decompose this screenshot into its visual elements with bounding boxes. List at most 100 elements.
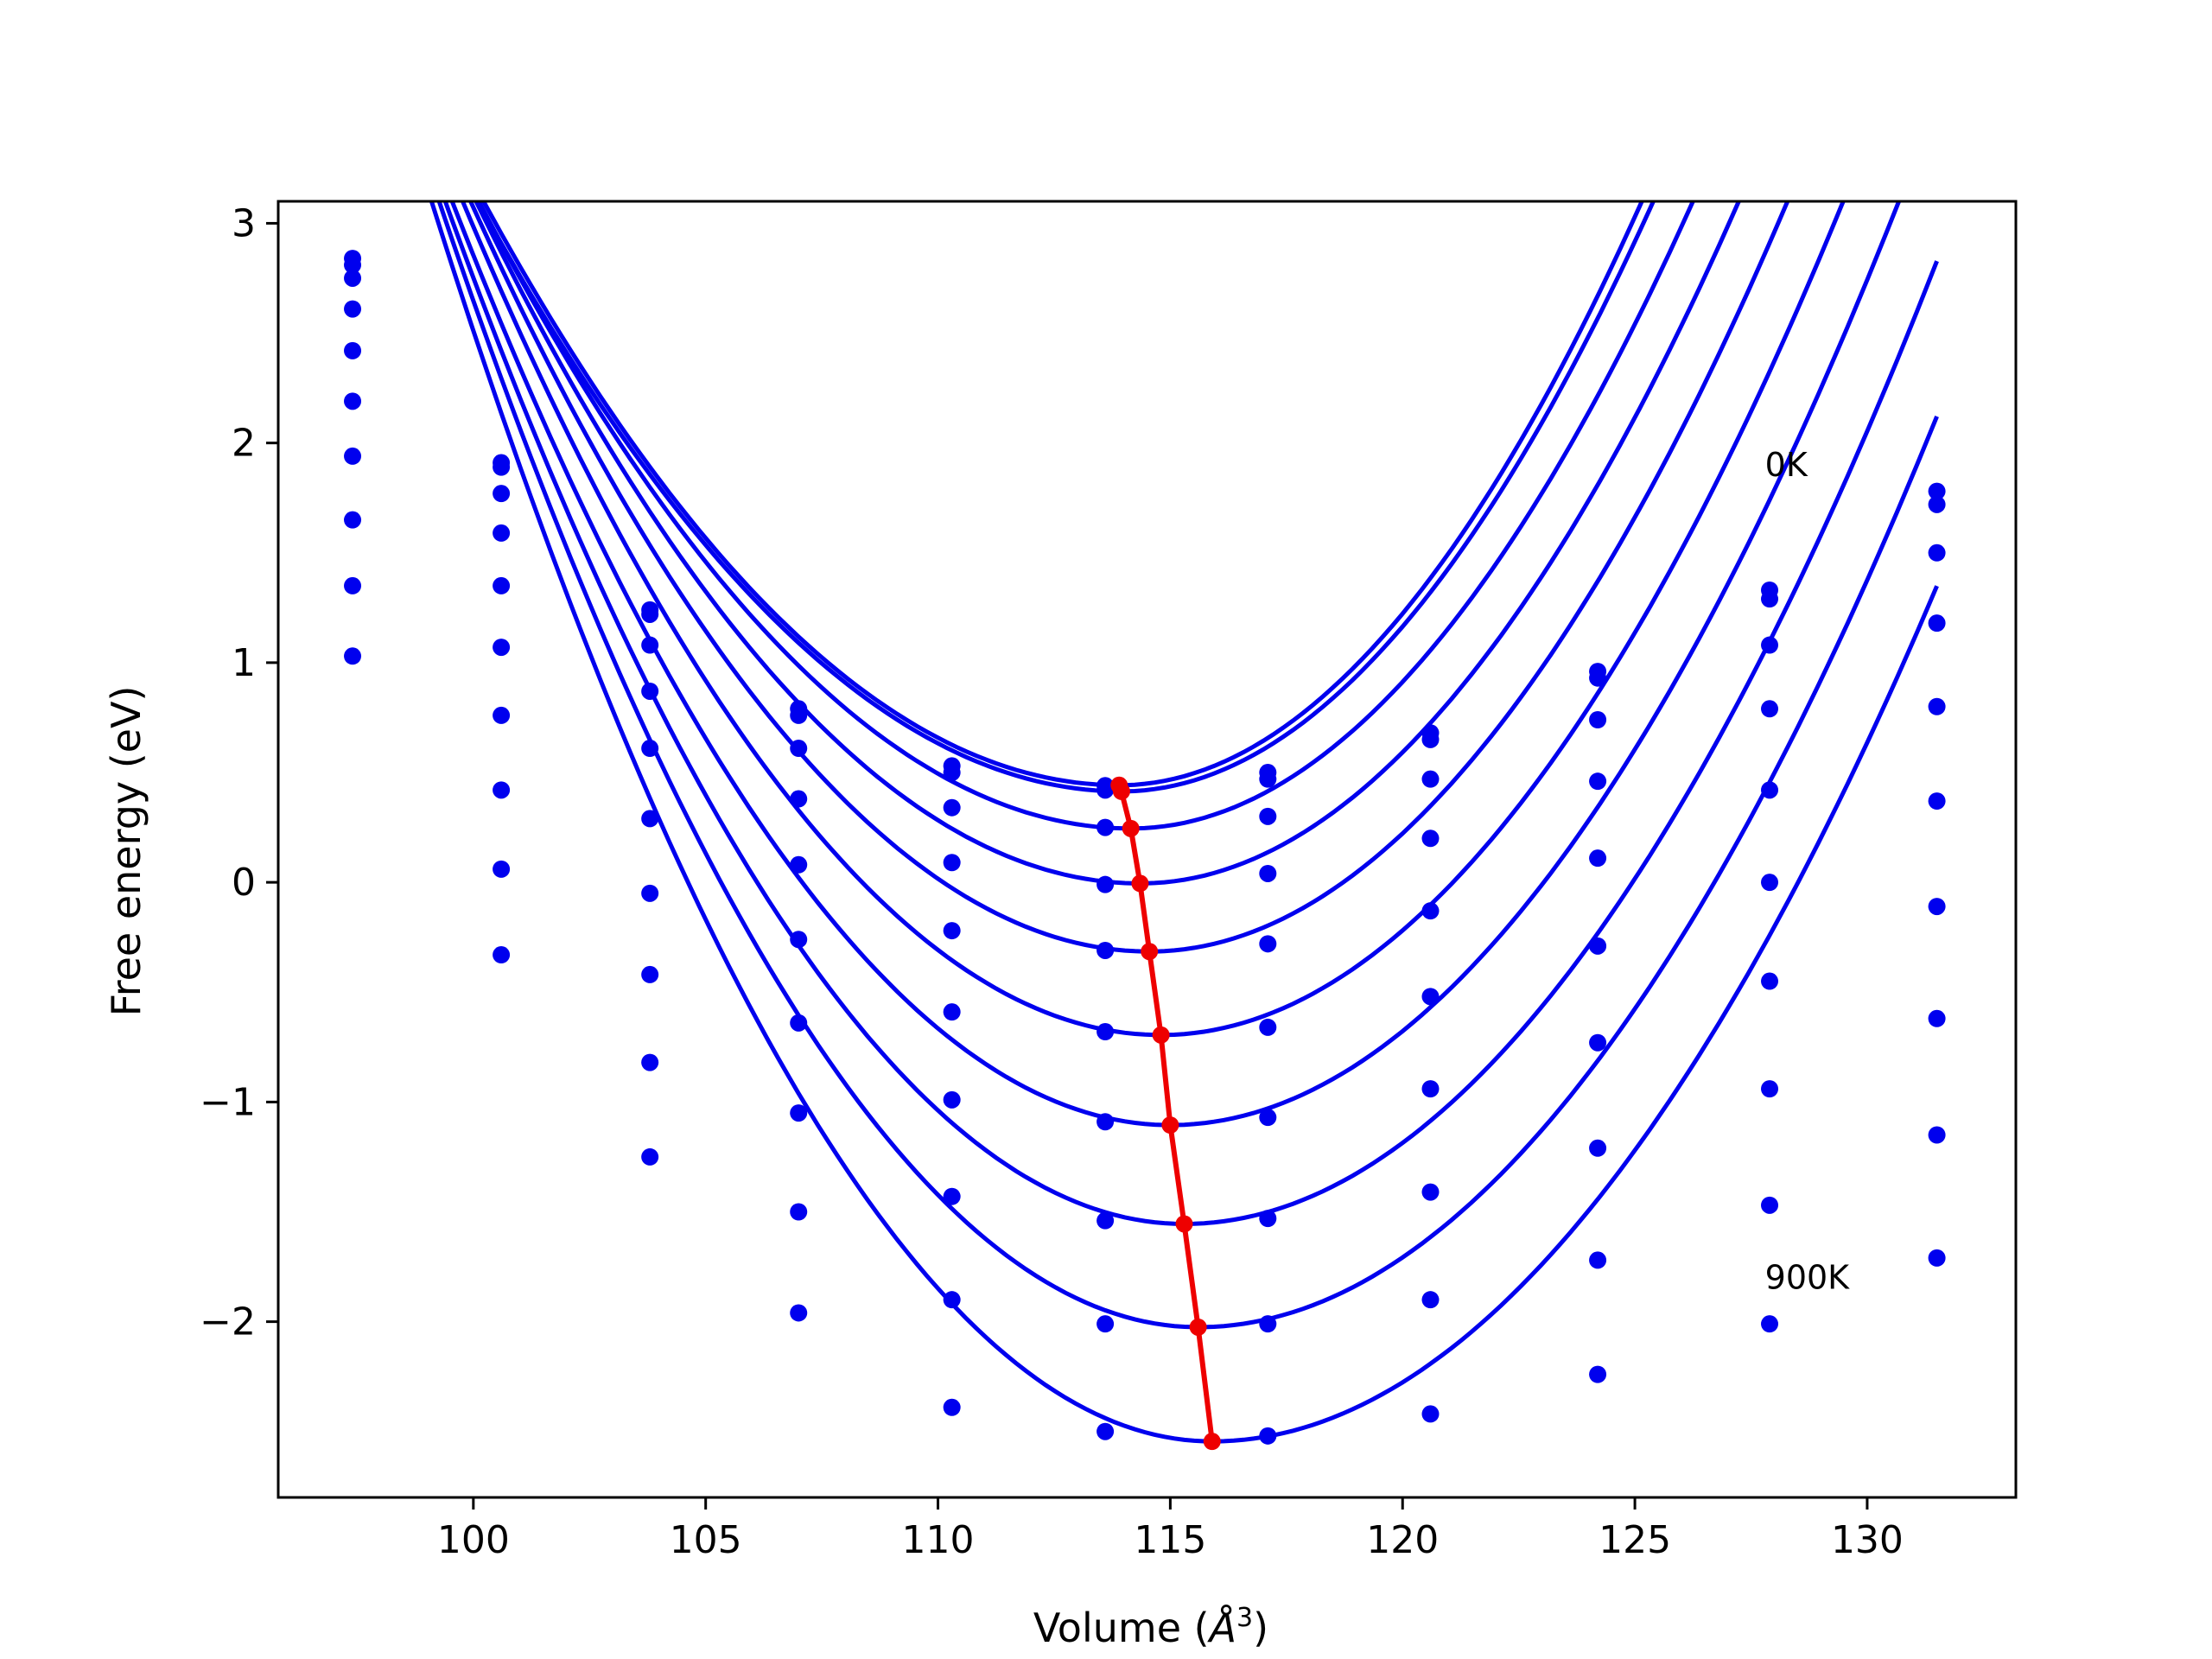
data-point	[1928, 898, 1946, 916]
annotation-label: 0K	[1765, 446, 1808, 484]
data-point	[1421, 770, 1440, 788]
data-point	[1259, 1315, 1277, 1333]
data-point	[1589, 849, 1607, 868]
data-point	[1589, 669, 1607, 687]
x-axis-label: Volume (Å3)	[1033, 1603, 1268, 1651]
data-point	[641, 1053, 659, 1071]
data-point	[493, 458, 511, 476]
y-tick-label: 0	[232, 861, 256, 905]
data-point	[1761, 1196, 1779, 1214]
data-point	[1589, 711, 1607, 728]
data-point	[1928, 495, 1946, 513]
annotations: 0K 900K	[1765, 446, 1851, 1297]
x-tick-label: 100	[437, 1518, 510, 1562]
fit-curve-7	[449, 201, 1902, 1128]
data-point	[1259, 1210, 1277, 1228]
data-point	[641, 605, 659, 623]
data-point	[493, 639, 511, 657]
data-point	[1761, 1315, 1779, 1333]
x-axis: 100 105 110 115 120 125 130	[437, 1497, 1904, 1562]
data-point	[344, 511, 362, 529]
data-point	[1761, 700, 1779, 718]
x-tick-label: 110	[902, 1518, 975, 1562]
data-point	[943, 1398, 961, 1416]
data-point	[344, 300, 362, 318]
data-point	[943, 1003, 961, 1021]
data-point	[1096, 1422, 1115, 1440]
annotation-label: 900K	[1765, 1258, 1851, 1296]
fit-curve-6	[460, 201, 1846, 1038]
data-point	[1589, 1139, 1607, 1157]
fit-curve-3	[476, 201, 1696, 831]
data-point	[1589, 1033, 1607, 1052]
data-point	[1928, 543, 1946, 562]
y-tick-label: 2	[232, 422, 256, 466]
data-point	[1928, 792, 1946, 810]
series-layer	[344, 201, 1946, 1445]
data-point	[1421, 730, 1440, 748]
data-point	[1096, 941, 1115, 959]
minima-layer	[1110, 776, 1221, 1451]
minimum-point	[1122, 819, 1140, 837]
data-point	[790, 1104, 808, 1122]
data-point	[1928, 1249, 1946, 1267]
data-point	[1096, 1113, 1115, 1131]
minimum-point	[1131, 874, 1149, 893]
data-point	[1096, 875, 1115, 893]
data-point	[641, 965, 659, 983]
fit-curve-10	[429, 201, 1939, 1444]
data-point	[641, 810, 659, 828]
data-point	[493, 706, 511, 724]
minimum-point	[1152, 1026, 1170, 1044]
data-point	[1259, 1018, 1277, 1036]
data-point	[493, 485, 511, 503]
data-point	[1928, 1126, 1946, 1144]
data-point	[943, 798, 961, 817]
data-point	[1761, 972, 1779, 990]
y-tick-label: −1	[200, 1080, 256, 1124]
data-point	[790, 1304, 808, 1322]
data-point	[344, 392, 362, 410]
data-point	[493, 781, 511, 799]
data-point	[641, 884, 659, 902]
data-point	[1096, 818, 1115, 836]
data-point	[493, 576, 511, 594]
y-tick-label: −2	[200, 1300, 256, 1344]
data-point	[344, 269, 362, 287]
data-point	[1589, 772, 1607, 791]
data-point	[1928, 1009, 1946, 1027]
data-point	[344, 447, 362, 465]
data-point	[641, 1147, 659, 1166]
data-point	[1421, 1080, 1440, 1098]
fit-curve-9	[436, 201, 1939, 1330]
fit-curve-2	[475, 201, 1656, 794]
data-point	[1928, 482, 1946, 500]
data-point	[1259, 864, 1277, 882]
data-point	[344, 576, 362, 594]
minimum-point	[1112, 782, 1130, 800]
data-point	[943, 854, 961, 872]
plot-frame	[276, 200, 2018, 1499]
fit-curve-8	[442, 201, 1939, 1227]
data-point	[1589, 1251, 1607, 1269]
data-point	[344, 341, 362, 359]
data-point	[493, 860, 511, 878]
data-point	[1421, 1183, 1440, 1201]
minimum-point	[1141, 943, 1159, 961]
fit-curve-1	[480, 201, 1644, 788]
data-point	[943, 1090, 961, 1109]
data-point	[1761, 1080, 1779, 1098]
data-point	[1421, 830, 1440, 848]
y-tick-label: 3	[232, 201, 256, 245]
data-point	[493, 524, 511, 542]
minimum-point	[1203, 1433, 1221, 1451]
x-tick-label: 120	[1366, 1518, 1439, 1562]
data-point	[1096, 1023, 1115, 1041]
y-axis-label: Free energy (eV)	[103, 686, 149, 1017]
data-point	[943, 1187, 961, 1205]
data-point	[943, 922, 961, 940]
y-tick-label: 1	[232, 641, 256, 685]
x-tick-label: 130	[1831, 1518, 1904, 1562]
data-point	[790, 931, 808, 949]
